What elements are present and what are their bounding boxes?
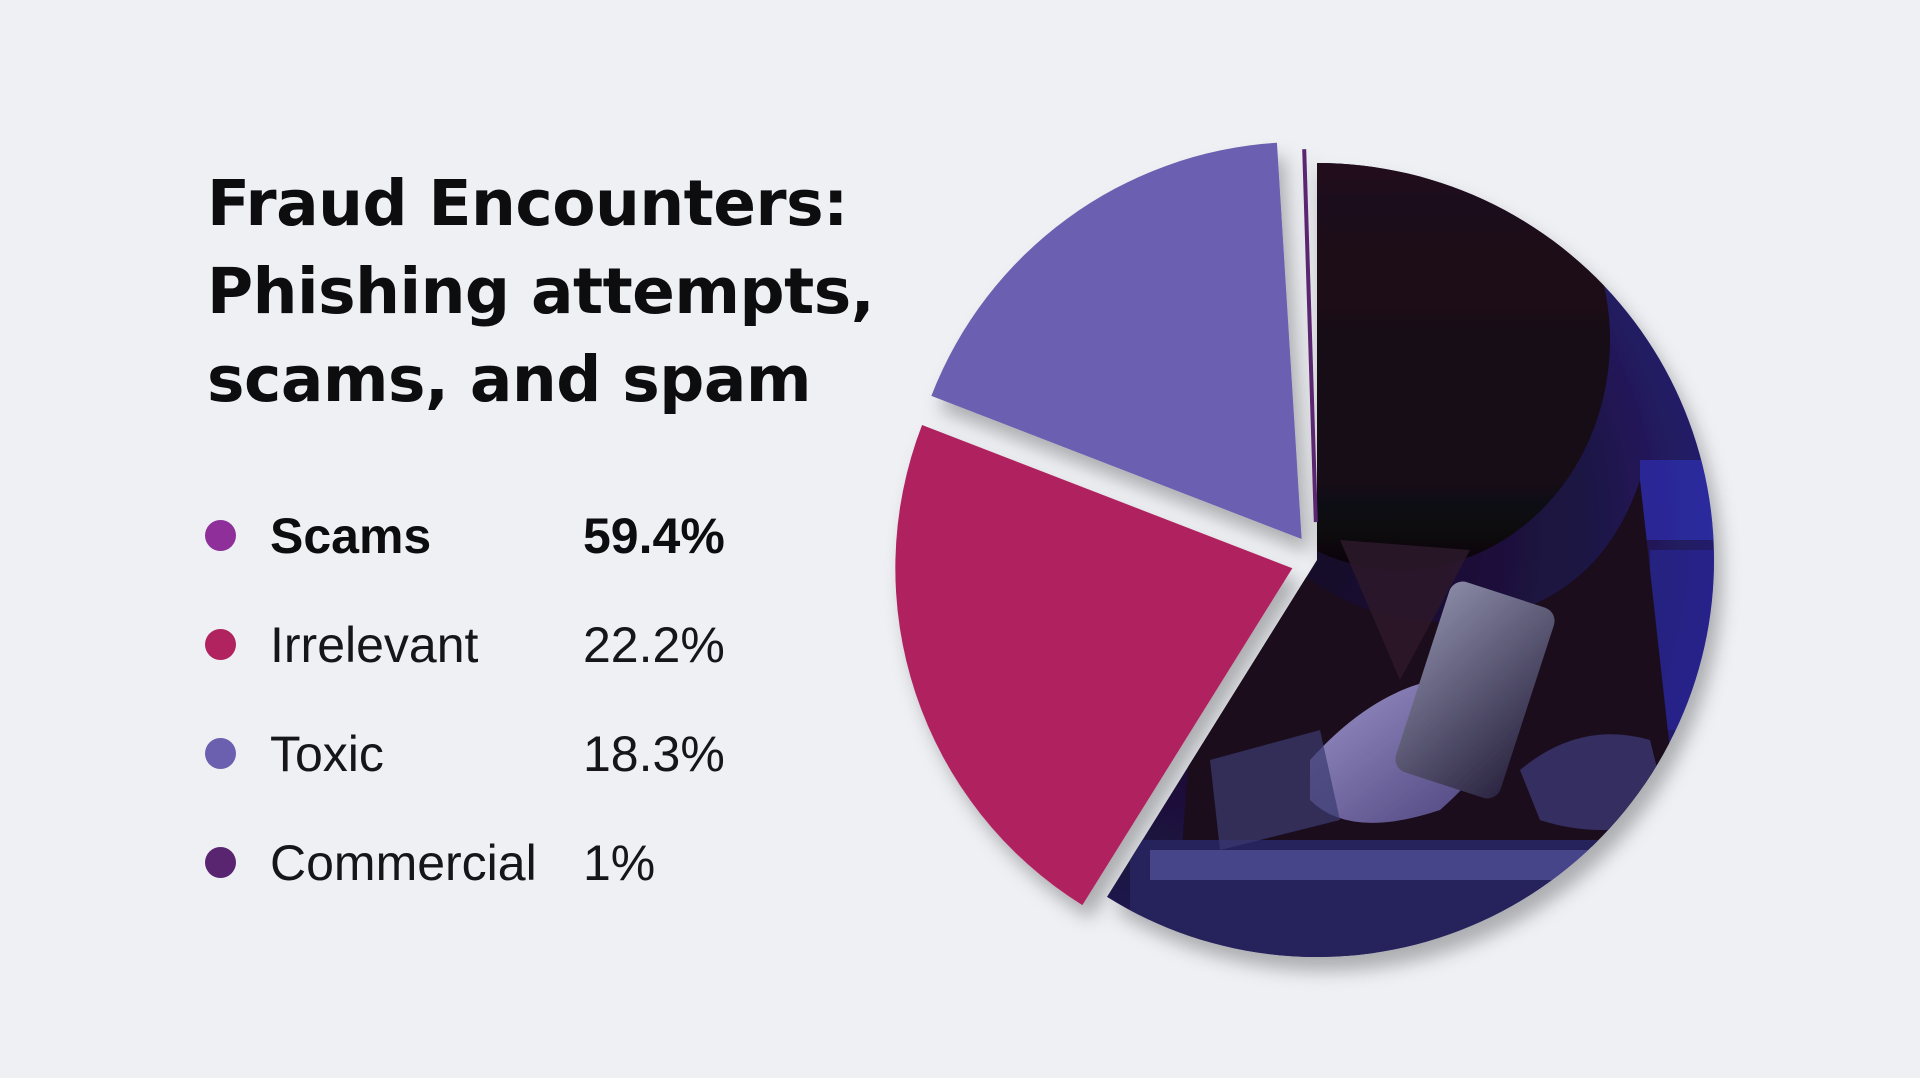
legend-value-commercial: 1% — [583, 835, 656, 891]
title-line-2: Phishing attempts, — [207, 255, 875, 328]
pie-slices — [895, 142, 1715, 957]
chart-legend: Scams 59.4% Irrelevant 22.2% Toxic 18.3%… — [205, 498, 805, 934]
legend-label-scams: Scams — [270, 508, 432, 564]
legend-item-irrelevant: Irrelevant 22.2% — [205, 607, 805, 716]
legend-value-irrelevant: 22.2% — [583, 617, 725, 673]
legend-value-scams: 59.4% — [583, 508, 725, 564]
legend-item-commercial: Commercial 1% — [205, 825, 805, 934]
legend-dot-irrelevant — [205, 629, 236, 660]
legend-dot-scams — [205, 520, 236, 551]
legend-label-irrelevant: Irrelevant — [270, 617, 479, 673]
title-line-3: scams, and spam — [207, 343, 812, 416]
legend-value-toxic: 18.3% — [583, 726, 725, 782]
legend-label-toxic: Toxic — [270, 726, 384, 782]
legend-item-toxic: Toxic 18.3% — [205, 716, 805, 825]
pie-slice-toxic — [931, 142, 1302, 540]
legend-label-commercial: Commercial — [270, 835, 537, 891]
legend-dot-toxic — [205, 738, 236, 769]
pie-chart — [895, 142, 1715, 957]
title-line-1: Fraud Encounters: — [207, 167, 848, 240]
legend-dot-commercial — [205, 847, 236, 878]
chart-title: Fraud Encounters: Phishing attempts, sca… — [207, 160, 927, 424]
legend-item-scams: Scams 59.4% — [205, 498, 805, 607]
pie-slice-commercial — [1302, 149, 1318, 523]
pie-slice-irrelevant — [895, 425, 1293, 906]
